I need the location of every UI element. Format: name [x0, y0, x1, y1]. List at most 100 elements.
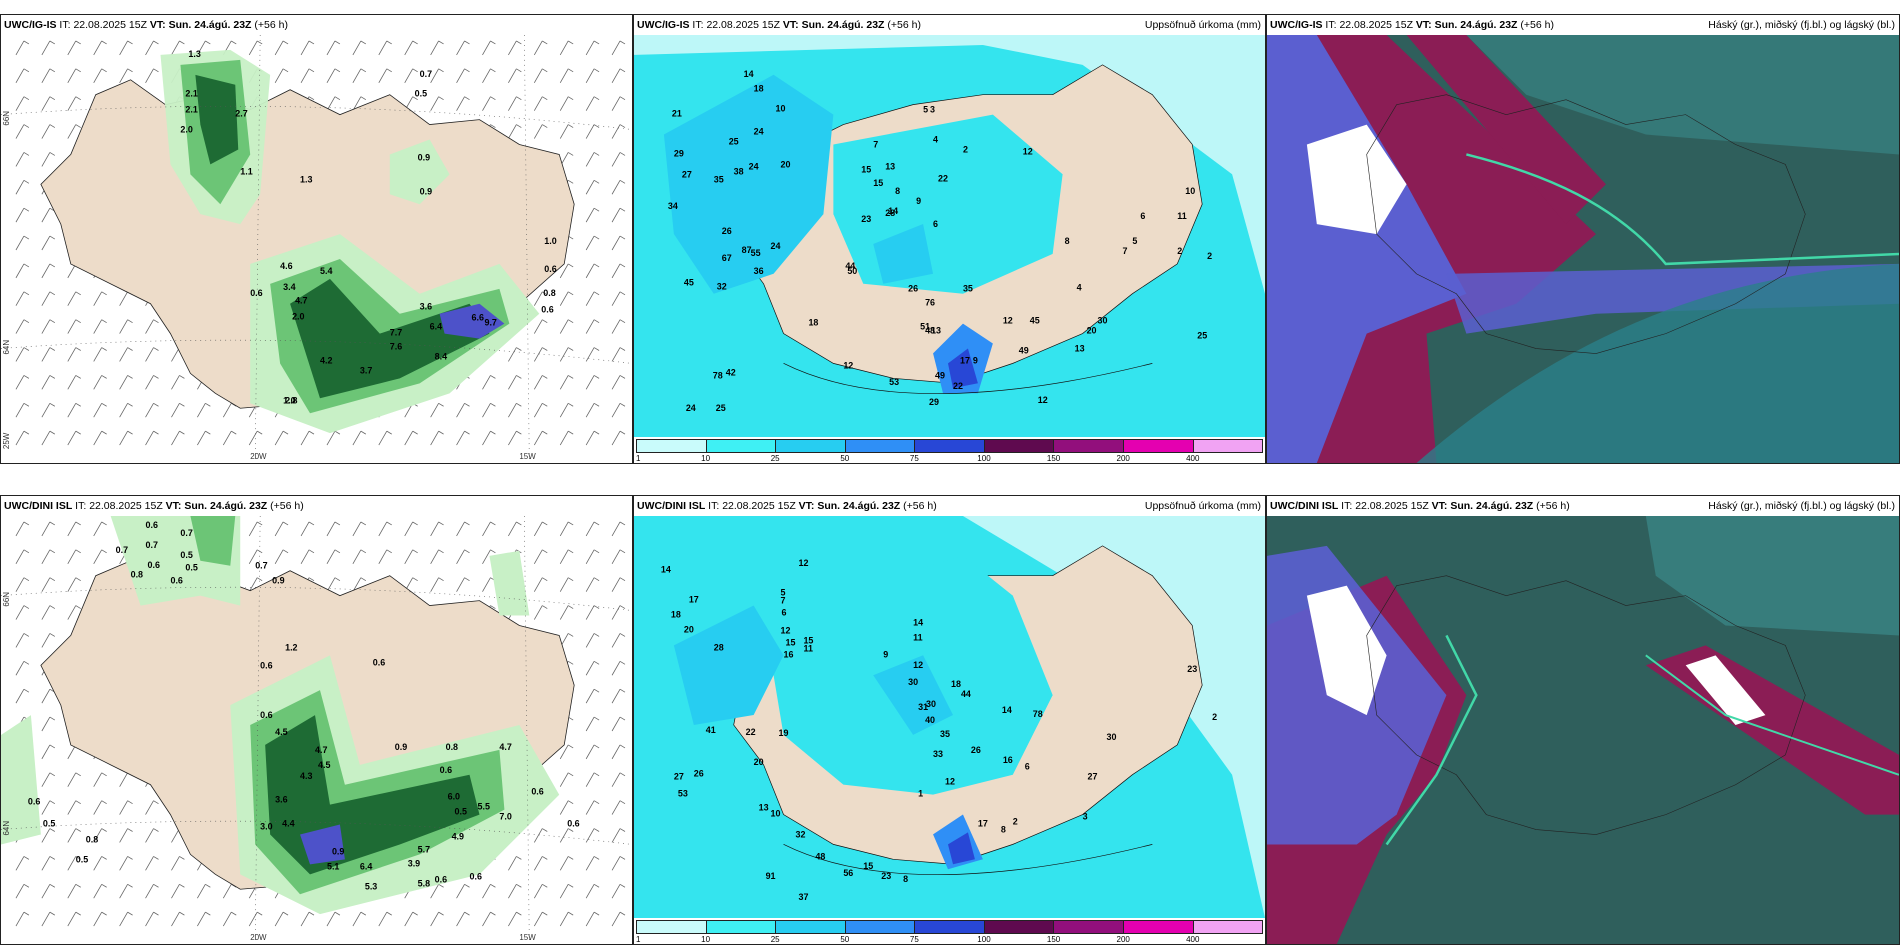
precip-value-label: 18 [671, 610, 681, 620]
wind-barb [93, 828, 107, 843]
cloud-clear-west [1306, 585, 1387, 716]
precip-value-label: 0.7 [420, 69, 432, 79]
wind-barb [171, 856, 185, 871]
green-precip-core [195, 74, 239, 165]
wind-barb [559, 430, 574, 446]
legend-ticks: 1 10 25 50 75 100 150 200 400 [636, 935, 1263, 944]
lat-label-66: 66N [2, 111, 11, 126]
precip-value-label: 22 [953, 381, 963, 391]
wind-barb [41, 96, 56, 111]
color-legend: 1 10 25 50 75 100 150 200 400 [634, 437, 1265, 463]
wind-barb [197, 911, 211, 927]
wind-barb [171, 430, 185, 446]
panel-header: UWC/IG-IS IT: 22.08.2025 15Z VT: Sun. 24… [1, 15, 632, 35]
map-cloud-cover[interactable] [1267, 35, 1899, 463]
precip-value-label: 0.8 [86, 834, 98, 844]
wind-barb [41, 263, 56, 279]
wind-barb [585, 716, 600, 732]
init-time: 22.08.2025 15Z [89, 500, 163, 512]
it-label: IT: [75, 500, 87, 512]
cloud-frontal-edge [1466, 153, 1899, 266]
wind-barb [611, 716, 626, 732]
legend-tick: 200 [1116, 454, 1130, 463]
wind-barb [559, 605, 574, 620]
precip-value-label: 0.6 [260, 660, 272, 670]
wind-barb [326, 40, 341, 56]
legend-tick: 1 [636, 454, 641, 463]
precip-value-label: 15 [803, 635, 813, 645]
wind-barb [145, 68, 159, 83]
precip-value-label: 7 [873, 139, 878, 149]
wind-barb [533, 319, 548, 334]
precip-value-label: 5.4 [320, 266, 332, 276]
legend-swatch [1054, 440, 1124, 452]
precip-value-label: 25 [1197, 330, 1207, 340]
precip-value-label: 5.5 [477, 802, 489, 812]
precip-value-label: 1.2 [285, 642, 297, 652]
wind-barb [533, 291, 548, 306]
legend-swatch [637, 440, 707, 452]
wind-barb [171, 911, 185, 927]
precip-value-label: 17 [978, 818, 988, 828]
wind-barb [585, 319, 600, 334]
wind-barb [67, 40, 81, 56]
wind-barb [93, 291, 107, 306]
wind-barb [404, 911, 418, 927]
wind-barb [456, 577, 470, 592]
precip-value-label: 13 [885, 161, 895, 171]
legend-tick: 200 [1116, 935, 1130, 944]
wind-barb [145, 883, 159, 899]
wind-barb [482, 883, 496, 899]
wind-barb [300, 40, 315, 56]
wind-barb [15, 68, 30, 83]
precip-value-label: 25 [716, 403, 726, 413]
model-name: UWC/IG-IS [637, 19, 690, 31]
precip-value-label: 6 [782, 608, 787, 618]
wind-barb [559, 402, 574, 418]
wind-barb [482, 521, 496, 537]
precip-value-label: 0.6 [440, 765, 452, 775]
wind-barb [559, 883, 574, 899]
wind-barb [119, 856, 133, 871]
legend-tick: 100 [977, 935, 991, 944]
legend-swatch [1193, 440, 1263, 452]
precip-value-label: 32 [717, 282, 727, 292]
precip-value-label: 29 [674, 148, 684, 158]
wind-barb [559, 291, 574, 306]
wind-barb [559, 549, 574, 564]
wind-barb [585, 347, 600, 362]
precip-value-label: 17 [960, 355, 970, 365]
precip-value-label: 12 [843, 360, 853, 370]
map-wind-precip[interactable]: 66N 64N 25W 20W 15W 1.3 2.1 2.1 2.0 2.7 0.7 0.… [1, 35, 632, 463]
map-wind-precip[interactable]: 66N 64N 20W 15W 0.6 0.7 0.7 0.7 0.6 0.8 0.5 0.6… [1, 516, 632, 944]
wind-barb [378, 549, 392, 564]
wind-barb [41, 430, 56, 446]
lead-time: (+56 h) [903, 500, 937, 512]
map-cloud-cover[interactable] [1267, 516, 1899, 944]
legend-tick: 75 [909, 935, 919, 944]
wind-barb [585, 549, 600, 564]
map-accum-precip[interactable]: 14 18 21 24 25 29 27 34 38 35 24 20 10 7 15 22 14 13 15 8 9 6… [634, 35, 1265, 437]
cloud-frontal-edge-east [1645, 654, 1899, 776]
precip-value-label: 0.5 [455, 807, 467, 817]
wind-barb [171, 402, 185, 418]
wind-barb [300, 549, 315, 564]
wind-barb [67, 772, 81, 787]
wind-barb [197, 402, 211, 418]
wind-barb [585, 633, 600, 648]
map-accum-precip[interactable]: 14 17 18 20 28 12 15 16 15 11 5 7 6 12 14 11 12 18 30 44 30 4… [634, 516, 1265, 918]
panel-title: Háský (gr.), miðský (fj.bl.) og lágský (… [1708, 19, 1895, 31]
wind-barb [585, 521, 600, 537]
precip-value-label: 9 [883, 649, 888, 659]
valid-time: Sun. 24.ágú. 23Z [1450, 500, 1534, 512]
wind-barb [222, 911, 237, 927]
precip-value-label: 0.6 [148, 560, 160, 570]
wind-barb [559, 521, 574, 537]
wind-barb [482, 430, 496, 446]
panel-title: Uppsöfnuð úrkoma (mm) [1144, 500, 1261, 512]
precip-value-label: 12 [1023, 146, 1033, 156]
legend-swatch [637, 921, 707, 933]
wind-barb [456, 911, 470, 927]
wind-barb [585, 430, 600, 446]
wind-barb [41, 521, 56, 537]
